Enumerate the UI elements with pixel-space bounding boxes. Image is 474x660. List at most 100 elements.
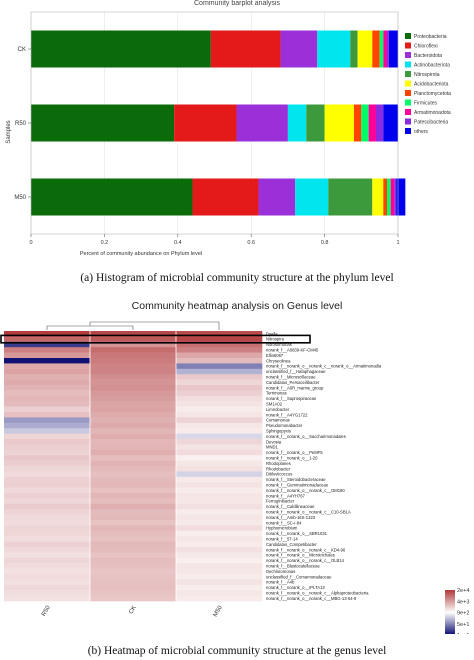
heatmap-cell [4, 547, 91, 553]
heatmap-cell [4, 476, 91, 483]
heatmap-cell [90, 595, 177, 602]
heatmap-row-label: norank_f__Caldilineaceae [266, 504, 315, 509]
heatmap-cell [90, 547, 177, 553]
heatmap-row-label: norank_f__A4YG1722 [266, 412, 308, 417]
bar-segment [295, 178, 329, 216]
heatmap-chart: DyellaNitrospiraNitrosomonasnorank_f__A0… [0, 321, 469, 634]
bar-segment [236, 104, 288, 142]
heatmap-cell [90, 417, 177, 424]
heatmap-cell [90, 455, 177, 461]
heatmap-cell [90, 460, 177, 467]
bar-segment [258, 178, 296, 216]
heatmap-cell [90, 579, 177, 586]
heatmap-cell [176, 557, 263, 564]
bar-segment [394, 178, 397, 216]
heatmap-cell [90, 401, 177, 407]
barplot-category-label: M50 [14, 195, 26, 201]
heatmap-cell [4, 401, 91, 407]
heatmap-cell [176, 563, 263, 569]
heatmap-cell [176, 476, 263, 483]
heatmap-row-label: Ellin6067 [266, 353, 284, 358]
heatmap-cell [4, 466, 91, 472]
heatmap-cell [90, 374, 177, 380]
heatmap-cell [4, 439, 91, 445]
legend-swatch [405, 42, 411, 49]
heatmap-row-label: Candidatus_Persaceilibacter [266, 380, 320, 385]
heatmap-cell [4, 428, 91, 434]
heatmap-cell [4, 552, 91, 559]
bar-segment [396, 178, 406, 216]
barplot-x-tick-label: 0.2 [101, 240, 109, 246]
heatmap-cell [90, 525, 177, 532]
heatmap-cell [90, 444, 177, 451]
heatmap-cell [4, 412, 91, 418]
heatmap-cell [176, 363, 263, 370]
heatmap-row-label: norank_f__Amb-16S-1323 [266, 515, 316, 520]
heatmap-cell [90, 395, 177, 402]
heatmap-cell [90, 422, 177, 429]
heatmap-cell [176, 547, 263, 553]
barplot-y-axis-label: Samples [6, 120, 12, 143]
barplot-x-tick-label: 1 [396, 240, 399, 246]
heatmap-row-label: norank_f__norank_o__norank_c__Alphaprote… [266, 591, 369, 596]
figure-b-caption: (b) Heatmap of microbial community struc… [87, 645, 387, 657]
heatmap-cell [90, 530, 177, 537]
heatmap-cell [90, 390, 177, 397]
heatmap-cell [176, 509, 263, 515]
color-scale-label: 9e+2 [457, 611, 469, 617]
bar-segment [361, 104, 369, 142]
heatmap-cell [90, 449, 177, 456]
bar-segment [386, 178, 391, 216]
heatmap-cell [90, 433, 177, 440]
heatmap-cell [90, 557, 177, 564]
barplot-category-label: R50 [15, 121, 27, 127]
legend-label: Bacteroidota [414, 53, 442, 59]
heatmap-cell [4, 514, 91, 521]
bar-segment [317, 30, 351, 68]
heatmap-row-label: Pseudomonabacter [266, 423, 303, 428]
heatmap-cell [176, 520, 263, 526]
heatmap-cell [176, 374, 263, 380]
color-scale-label: 4e+3 [457, 599, 469, 605]
heatmap-cell [4, 525, 91, 532]
heatmap-cell [176, 530, 263, 537]
heatmap-cell [4, 455, 91, 461]
heatmap-cell [90, 336, 177, 343]
heatmap-row-label: Ditiluviicoccus [266, 472, 292, 477]
bar-segment [388, 30, 398, 68]
heatmap-row-label: norank_f__norank_o__Microtrichales [266, 553, 335, 558]
heatmap-row-label: Sphingopyxis [266, 429, 291, 434]
bar-segment [372, 178, 384, 216]
heatmap-cell [176, 503, 263, 510]
heatmap-cell [4, 530, 91, 537]
heatmap-cell [90, 482, 177, 488]
heatmap-row-label: Ferruginibacter [266, 499, 295, 504]
bar-segment [192, 178, 259, 216]
legend-label: others [414, 129, 428, 135]
heatmap-cell [176, 493, 263, 499]
heatmap-row-label: Candidatus_Competibacter [266, 542, 317, 547]
color-scale-label: 2e+4 [457, 588, 469, 594]
heatmap-cell [4, 574, 91, 580]
heatmap-cell [4, 590, 91, 596]
legend-label: Armatimonadota [414, 110, 451, 116]
heatmap-cell [176, 406, 263, 413]
heatmap-cell [4, 422, 91, 429]
heatmap-cell [90, 487, 177, 494]
heatmap-cell [176, 368, 263, 375]
heatmap-cell [90, 379, 177, 386]
heatmap-cell [4, 406, 91, 413]
heatmap-cell [90, 341, 177, 348]
bar-segment [324, 104, 354, 142]
heatmap-cell [90, 363, 177, 370]
heatmap-cell [176, 568, 263, 575]
heatmap-cell [4, 444, 91, 451]
bar-segment [210, 30, 281, 68]
heatmap-row-label: norank_f__norank_o__norank_c__C10-SB1A [266, 510, 351, 515]
heatmap-row-label: norank_f__A0R_marine_group [266, 385, 324, 390]
heatmap-cell [4, 347, 91, 353]
bar-segment [280, 30, 318, 68]
heatmap-row-label: norank_f__norank_o__norank_c__MBG-13-54-… [266, 596, 357, 601]
bar-segment [390, 178, 395, 216]
heatmap-cell [4, 503, 91, 510]
